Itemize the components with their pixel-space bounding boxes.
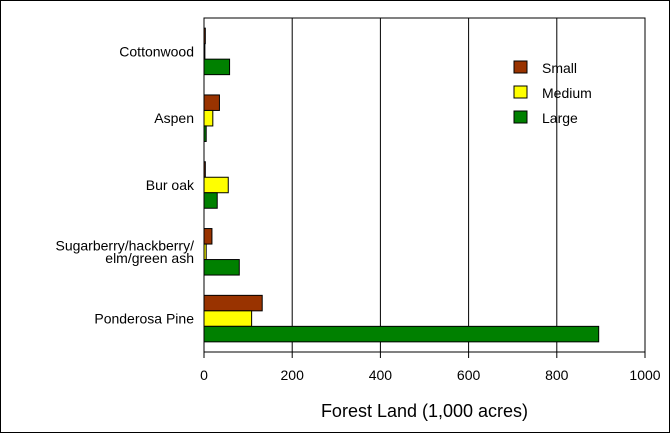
plot-area-border — [203, 17, 646, 353]
x-tick-label: 200 — [281, 367, 305, 383]
bar-large — [203, 58, 231, 76]
legend: Small Medium Large — [513, 60, 592, 126]
x-tick-label: 800 — [545, 367, 569, 383]
bar-large — [203, 259, 240, 276]
legend-label: Small — [542, 60, 577, 76]
bar-small — [203, 94, 220, 111]
legend-swatch-large — [513, 110, 528, 124]
x-tick-label: 400 — [369, 367, 393, 383]
bar-large — [203, 325, 600, 343]
y-tick-label: Cottonwood — [119, 43, 194, 59]
x-tick-label: 0 — [200, 367, 208, 383]
x-axis: 0 200 400 600 800 1000 — [200, 352, 661, 383]
legend-label: Medium — [542, 85, 592, 101]
x-tick-label: 600 — [457, 367, 481, 383]
bar-medium — [203, 109, 214, 127]
bar-small — [203, 294, 263, 312]
bars — [203, 27, 600, 343]
bar-medium — [203, 310, 253, 327]
bar-medium — [203, 176, 229, 194]
bar-large — [203, 192, 218, 209]
gridlines — [291, 18, 558, 352]
y-tick-label: Bur oak — [146, 177, 195, 193]
y-tick-label: Ponderosa Pine — [94, 311, 194, 327]
x-axis-title: Forest Land (1,000 acres) — [321, 401, 528, 421]
legend-swatch-small — [513, 60, 528, 74]
bar-small — [203, 228, 213, 245]
y-axis: Cottonwood Aspen Bur oak Sugarberry/hackber… — [55, 43, 195, 326]
legend-swatch-medium — [513, 85, 528, 99]
y-tick-label: Sugarberry/hackberry/elm/green ash — [55, 238, 194, 266]
x-tick-label: 1000 — [629, 367, 660, 383]
legend-label: Large — [542, 110, 578, 126]
y-tick-label: Aspen — [154, 110, 194, 126]
